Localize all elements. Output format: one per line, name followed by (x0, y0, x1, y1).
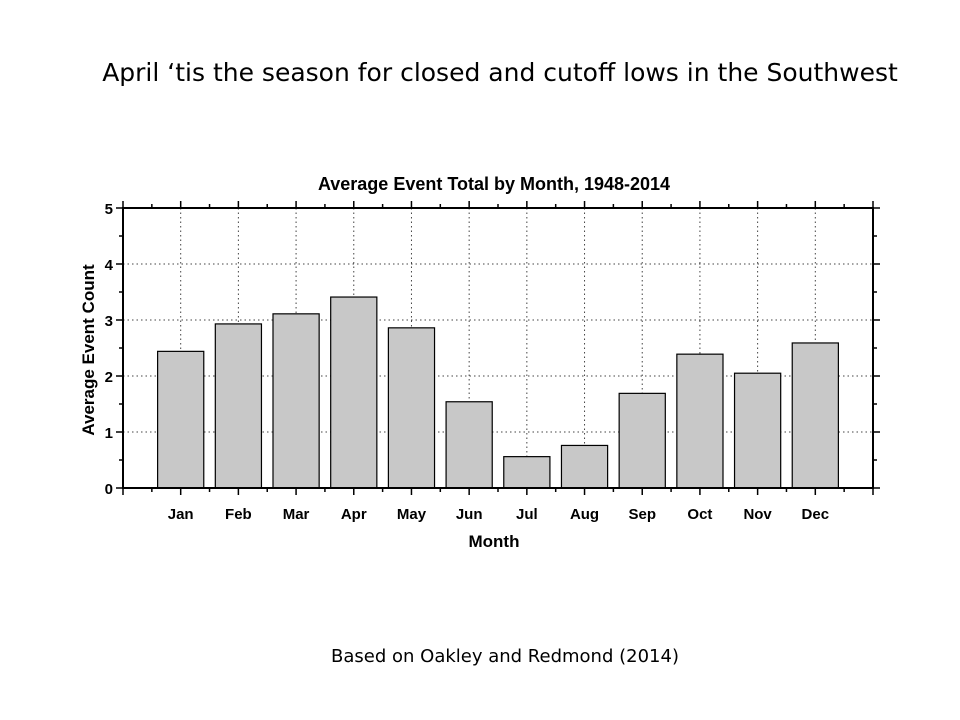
y-tick-label: 4 (105, 257, 114, 274)
x-tick-label: Jan (168, 506, 194, 523)
bar-may (387, 327, 436, 489)
x-tick-label: Jun (456, 506, 483, 523)
bar-jul (503, 456, 551, 489)
slide-title: April ‘tis the season for closed and cut… (102, 58, 898, 87)
y-tick-label: 2 (105, 369, 113, 386)
x-tick-label: Sep (628, 506, 656, 523)
y-tick-label: 3 (105, 313, 113, 330)
x-tick-label: Jul (516, 506, 538, 523)
y-tick-label: 1 (105, 425, 113, 442)
x-tick-label: Apr (341, 506, 367, 523)
bar-jan (157, 350, 205, 489)
bar-jun (445, 401, 493, 489)
bar-mar (272, 313, 320, 489)
bar-oct (676, 353, 724, 489)
caption: Based on Oakley and Redmond (2014) (331, 646, 679, 667)
x-tick-label: Aug (570, 506, 599, 523)
bar-dec (791, 342, 839, 489)
y-axis-label: Average Event Count (79, 264, 98, 436)
chart-title: Average Event Total by Month, 1948-2014 (318, 174, 670, 194)
y-tick-label: 5 (105, 201, 113, 218)
y-tick-label: 0 (105, 481, 113, 498)
x-tick-label: Feb (225, 506, 252, 523)
x-tick-label: Dec (802, 506, 830, 523)
bar-feb (214, 323, 263, 489)
x-tick-label: Mar (283, 506, 310, 523)
x-tick-label: May (397, 506, 427, 523)
bar-aug (560, 444, 609, 489)
bar-apr (330, 296, 378, 489)
x-tick-label: Oct (687, 506, 712, 523)
x-tick-label: Nov (743, 506, 772, 523)
bar-sep (618, 392, 666, 489)
bar-nov (733, 372, 782, 489)
x-axis-label: Month (469, 532, 520, 551)
